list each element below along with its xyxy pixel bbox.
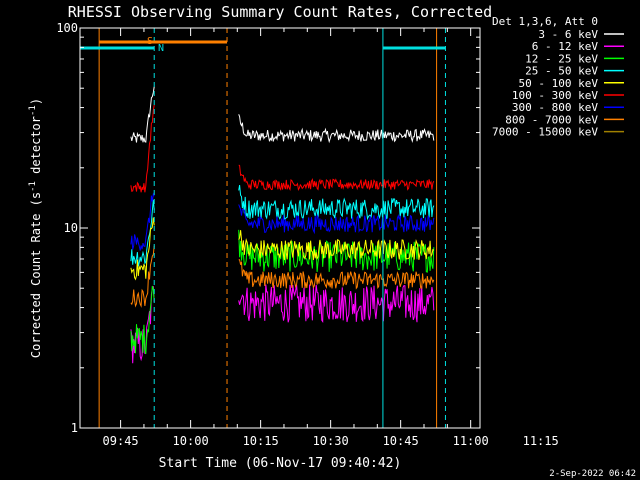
chart-title: RHESSI Observing Summary Count Rates, Co… <box>68 3 492 21</box>
y-tick-label-10: 10 <box>64 221 78 235</box>
series-line <box>130 217 155 281</box>
y-axis-label-mid: detector <box>29 116 43 181</box>
y-axis-label-sup2: -1 <box>28 105 38 116</box>
x-tick-label: 10:45 <box>383 434 419 448</box>
x-tick-label: 09:45 <box>103 434 139 448</box>
axis-ticks <box>80 27 480 429</box>
legend-label: 25 - 50 keV <box>525 65 598 78</box>
x-tick-label: 10:00 <box>173 434 209 448</box>
series-line <box>238 114 435 144</box>
y-tick-label-1: 1 <box>71 421 78 435</box>
series-line <box>238 204 435 235</box>
series-line <box>130 86 155 143</box>
x-axis-label: Start Time (06-Nov-17 09:40:42) <box>159 456 402 471</box>
legend-label: 3 - 6 keV <box>538 28 598 41</box>
legend-label: 800 - 7000 keV <box>505 113 598 126</box>
legend-label: 12 - 25 keV <box>525 52 598 65</box>
x-tick-label: 11:00 <box>453 434 489 448</box>
saa-flag-label: S <box>147 36 153 47</box>
y-axis-label-sup1: -1 <box>28 181 38 192</box>
series-line <box>130 104 155 193</box>
legend-label: 50 - 100 keV <box>519 77 599 90</box>
x-tick-label: 11:15 <box>523 434 559 448</box>
night-flag-label: N <box>158 43 164 54</box>
series-line <box>238 164 435 192</box>
series-line <box>130 245 155 308</box>
series-line <box>238 284 435 323</box>
series-line <box>238 259 435 290</box>
y-axis-label-end: ) <box>29 98 43 105</box>
x-tick-label: 10:30 <box>313 434 349 448</box>
x-tick-label: 10:15 <box>243 434 279 448</box>
x-tick-labels: 09:45 10:00 10:15 10:30 10:45 11:00 11:15 <box>103 434 559 448</box>
legend-label: 100 - 300 keV <box>512 89 598 102</box>
legend-label: 300 - 800 keV <box>512 101 598 114</box>
series-line <box>130 285 155 355</box>
series-line <box>238 185 435 221</box>
y-tick-label-100: 100 <box>56 21 78 35</box>
series-line <box>238 230 435 261</box>
y-axis-label: Corrected Count Rate (s-1 detector-1) <box>28 98 43 358</box>
y-axis-label-main: Corrected Count Rate (s <box>29 192 43 358</box>
legend-header: Det 1,3,6, Att 0 <box>492 15 598 28</box>
legend-label: 6 - 12 keV <box>532 40 599 53</box>
series-line <box>130 192 155 251</box>
plot-data-area <box>80 28 446 428</box>
legend-label: 7000 - 15000 keV <box>492 126 598 139</box>
timestamp: 2-Sep-2022 06:42 <box>549 469 636 479</box>
